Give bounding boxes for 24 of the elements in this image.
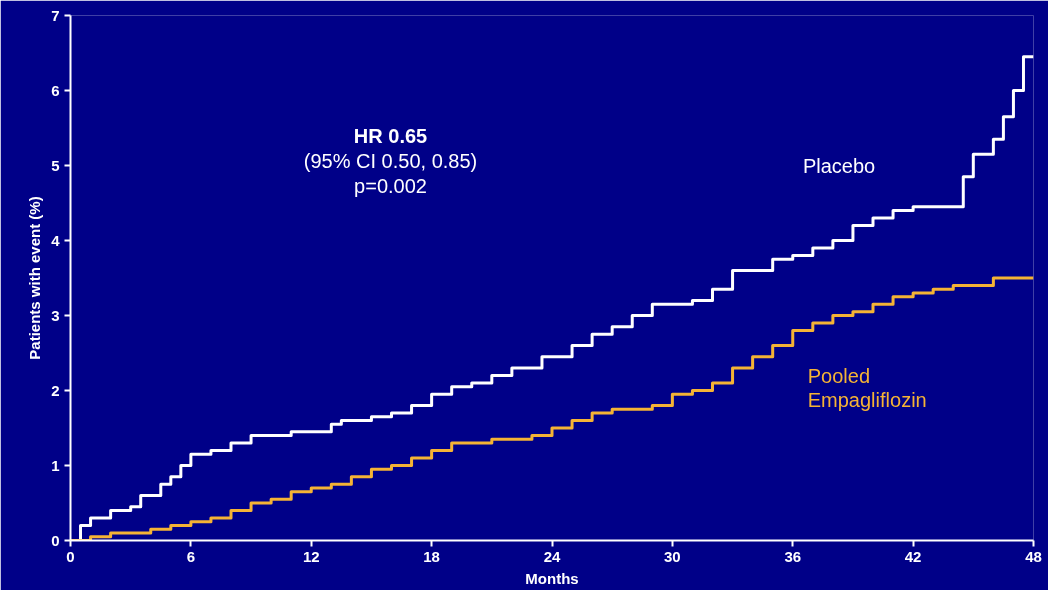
x-tick-label: 18	[423, 547, 440, 565]
x-tick-label: 6	[186, 547, 196, 565]
y-tick-label: 0	[51, 531, 60, 549]
x-tick-label: 48	[1025, 547, 1042, 565]
x-axis-title: Months	[525, 569, 579, 587]
y-tick-label: 6	[51, 81, 60, 99]
annotation: p=0.002	[354, 174, 427, 197]
y-tick-label: 2	[51, 381, 60, 399]
x-tick-label: 0	[66, 547, 75, 565]
x-tick-label: 36	[784, 547, 802, 565]
y-tick-label: 7	[51, 6, 60, 24]
y-tick-label: 3	[51, 306, 60, 324]
x-tick-label: 42	[904, 547, 922, 565]
x-tick-label: 30	[664, 547, 681, 565]
annotation: HR 0.65	[353, 124, 428, 147]
annotation: (95% CI 0.50, 0.85)	[303, 149, 478, 172]
x-tick-label: 12	[302, 547, 320, 565]
y-axis-title: Patients with event (%)	[26, 196, 44, 360]
y-tick-label: 1	[51, 456, 60, 474]
y-tick-label: 4	[51, 231, 61, 249]
series-label: Pooled Empagliflozin	[807, 364, 927, 411]
y-tick-label: 5	[51, 156, 60, 174]
x-tick-label: 24	[543, 547, 561, 565]
series-label: Placebo	[802, 154, 876, 177]
